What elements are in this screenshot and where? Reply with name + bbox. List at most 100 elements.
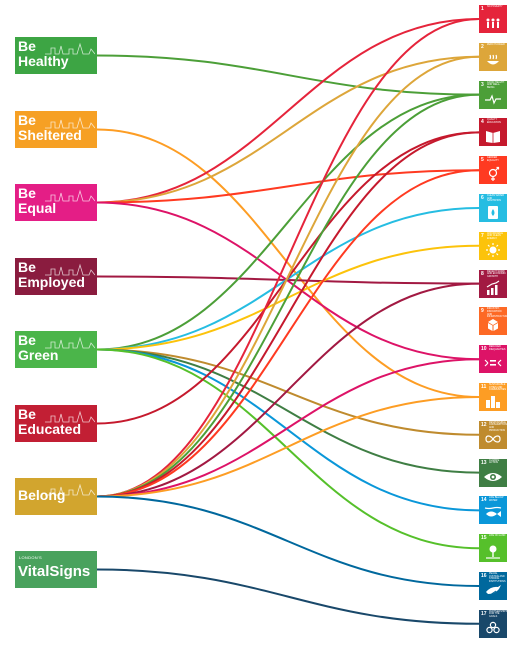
sdg-goal-title: NO POVERTY	[487, 5, 503, 8]
sdg-goal-1: 1 NO POVERTY	[479, 5, 507, 33]
theme-skyline-icon	[45, 483, 95, 496]
sdg-goal-title: PEACE, JUSTICE AND STRONG INSTITUTIONS	[489, 572, 506, 583]
rings-icon	[486, 621, 500, 633]
sdg-goal-2: 2 ZERO HUNGER	[479, 42, 507, 71]
theme-label-line1: Be	[18, 259, 36, 275]
theme-box-belong: Belong	[15, 478, 97, 515]
sdg-goal-title: LIFE ON LAND	[489, 534, 506, 538]
theme-box-be-employed: Be Employed	[15, 258, 97, 295]
theme-box-be-sheltered: Be Sheltered	[15, 111, 97, 148]
theme-label-line2: Green	[18, 347, 59, 363]
sdg-goal-title: CLEAN WATER AND SANITATION	[487, 194, 505, 203]
theme-skyline-icon	[45, 42, 95, 55]
link-curve-7-to-16	[96, 495, 480, 587]
link-curve-8-to-17	[96, 568, 480, 625]
sdg-goal-17: 17 PARTNERSHIPS FOR THE GOALS	[479, 609, 508, 638]
sdg-goal-title: SUSTAINABLE CITIES AND COMMUNITIES	[489, 383, 506, 392]
sdg-goal-number: 12	[481, 421, 487, 428]
eye-globe-icon	[484, 472, 502, 481]
theme-box-london-s-vitalsigns: LONDON'S VitalSigns	[15, 551, 97, 588]
link-curve-4-to-8	[96, 275, 480, 285]
sdg-goal-title: PARTNERSHIPS FOR THE GOALS	[489, 609, 508, 618]
link-curve-7-to-8	[96, 282, 480, 498]
sdg-goal-title: ZERO HUNGER	[487, 42, 505, 46]
sdg-goal-number: 14	[481, 497, 487, 504]
fish-icon	[484, 507, 502, 518]
sdg-goal-number: 9	[481, 308, 484, 315]
sdg-goal-title: CLIMATE ACTION	[489, 458, 500, 465]
tree-icon	[486, 545, 500, 559]
theme-label-line2: Educated	[18, 421, 82, 437]
sdg-goal-title: INDUSTRY, INNOVATION AND INFRASTRUCTURE	[487, 307, 509, 319]
theme-label-line2: Employed	[18, 274, 85, 290]
heartbeat-icon	[485, 93, 501, 105]
theme-label-line1: Be	[18, 112, 36, 128]
theme-brand-label: VitalSigns	[18, 563, 91, 580]
sdg-goal-6: 6 CLEAN WATER AND SANITATION	[479, 194, 507, 222]
sdg-goal-number: 10	[481, 346, 487, 353]
theme-label-line1: Be	[18, 332, 36, 348]
sdg-goal-8: 8 DECENT WORK AND ECONOMIC GROWTH	[479, 269, 507, 298]
sdg-goal-number: 11	[481, 384, 487, 390]
sdg-goal-number: 8	[481, 270, 484, 277]
link-curve-3-to-5	[96, 169, 480, 204]
theme-label-line1: Be	[18, 185, 36, 201]
cubes-icon	[488, 319, 498, 332]
theme-small-label: LONDON'S	[19, 555, 42, 560]
bowl-icon	[487, 54, 499, 65]
link-curve-7-to-4	[96, 131, 480, 498]
sdg-goal-3: 3 GOOD HEALTH AND WELL-BEING	[479, 80, 507, 109]
theme-skyline-icon	[45, 336, 95, 349]
theme-box-be-educated: Be Educated	[15, 405, 97, 442]
sdg-goal-4: 4 QUALITY EDUCATION	[479, 118, 507, 147]
dove-icon	[486, 585, 501, 596]
sdg-goal-number: 3	[481, 81, 484, 88]
link-curve-7-to-10	[96, 358, 480, 498]
sdg-goal-5: 5 GENDER EQUALITY	[479, 156, 507, 185]
theme-box-be-green: Be Green	[15, 331, 97, 368]
link-curve-3-to-2	[96, 55, 480, 204]
infinity-icon	[485, 435, 501, 443]
sdg-goal-14: 14 LIFE BELOW WATER	[479, 496, 507, 525]
link-curve-2-to-11	[96, 128, 480, 398]
link-curve-7-to-2	[96, 55, 480, 498]
sdg-goal-13: 13 CLIMATE ACTION	[479, 458, 507, 487]
link-curve-5-to-15	[96, 348, 480, 550]
link-curve-7-to-5	[96, 169, 480, 498]
sdg-goal-10: 10 REDUCED INEQUALITIES	[479, 345, 507, 374]
sdg-goal-number: 1	[481, 6, 484, 12]
sdg-goal-title: DECENT WORK AND ECONOMIC GROWTH	[487, 269, 506, 278]
water-icon	[488, 206, 498, 219]
gender-icon	[488, 167, 500, 182]
theme-box-be-equal: Be Equal	[15, 184, 97, 221]
buildings-icon	[486, 396, 500, 408]
link-curve-1-to-3	[96, 54, 480, 96]
sdg-goal-12: 12 RESPONSIBLE CONSUMPTION AND PRODUCTION	[479, 420, 507, 449]
sdg-goal-title: RESPONSIBLE CONSUMPTION AND PRODUCTION	[489, 420, 507, 432]
people-icon	[486, 18, 500, 28]
link-curve-5-to-13	[96, 348, 480, 474]
link-curve-5-to-3	[96, 93, 480, 351]
sdg-goal-7: 7 AFFORDABLE AND CLEAN ENERGY	[479, 231, 507, 260]
sdg-goal-9: 9 INDUSTRY, INNOVATION AND INFRASTRUCTURE	[479, 307, 509, 336]
theme-label-line2: Healthy	[18, 53, 69, 69]
sdg-goal-title: QUALITY EDUCATION	[487, 118, 501, 124]
sun-icon	[486, 242, 500, 257]
theme-label-line1: Belong	[18, 487, 66, 503]
sdg-goal-number: 13	[481, 459, 487, 466]
sdg-goal-title: GENDER EQUALITY	[487, 156, 499, 162]
sdg-goal-number: 6	[481, 195, 484, 201]
theme-label-line1: Be	[18, 406, 36, 422]
sdg-goal-title: GOOD HEALTH AND WELL-BEING	[487, 80, 505, 89]
theme-label-line2: Sheltered	[18, 127, 82, 143]
sdg-goal-number: 2	[481, 43, 484, 50]
theme-box-be-healthy: Be Healthy	[15, 37, 97, 74]
link-curve-3-to-1	[96, 18, 480, 204]
growth-chart-icon	[486, 280, 500, 295]
link-curve-5-to-14	[96, 348, 480, 512]
sdg-goal-number: 5	[481, 157, 484, 164]
link-curve-7-to-11	[96, 396, 480, 498]
sdg-goal-title: LIFE BELOW WATER	[489, 496, 504, 502]
theme-skyline-icon	[45, 410, 95, 423]
